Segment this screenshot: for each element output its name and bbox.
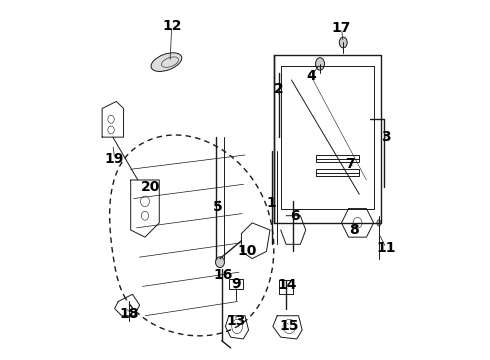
Text: 16: 16: [214, 268, 233, 282]
Text: 7: 7: [345, 157, 355, 171]
Text: 17: 17: [332, 21, 351, 35]
Text: 11: 11: [376, 241, 396, 255]
Text: 19: 19: [105, 152, 124, 166]
Text: 5: 5: [213, 200, 223, 214]
Ellipse shape: [151, 53, 182, 71]
Text: 1: 1: [267, 196, 277, 210]
Ellipse shape: [316, 58, 324, 70]
Bar: [317, 169, 359, 176]
Text: 8: 8: [349, 223, 359, 237]
Text: 20: 20: [141, 180, 160, 194]
Text: 4: 4: [306, 69, 316, 84]
Ellipse shape: [216, 257, 224, 267]
Text: 13: 13: [226, 314, 246, 328]
Text: 12: 12: [162, 19, 181, 33]
Text: 10: 10: [237, 244, 256, 258]
Bar: [317, 155, 359, 162]
Text: 15: 15: [280, 319, 299, 333]
Text: 9: 9: [231, 276, 241, 291]
Ellipse shape: [377, 220, 381, 226]
Text: 3: 3: [381, 130, 391, 144]
Text: 2: 2: [274, 82, 284, 96]
Text: 6: 6: [290, 209, 300, 223]
Text: 18: 18: [119, 307, 139, 321]
Ellipse shape: [339, 37, 347, 48]
Bar: [229, 279, 243, 289]
Text: 14: 14: [277, 278, 297, 292]
